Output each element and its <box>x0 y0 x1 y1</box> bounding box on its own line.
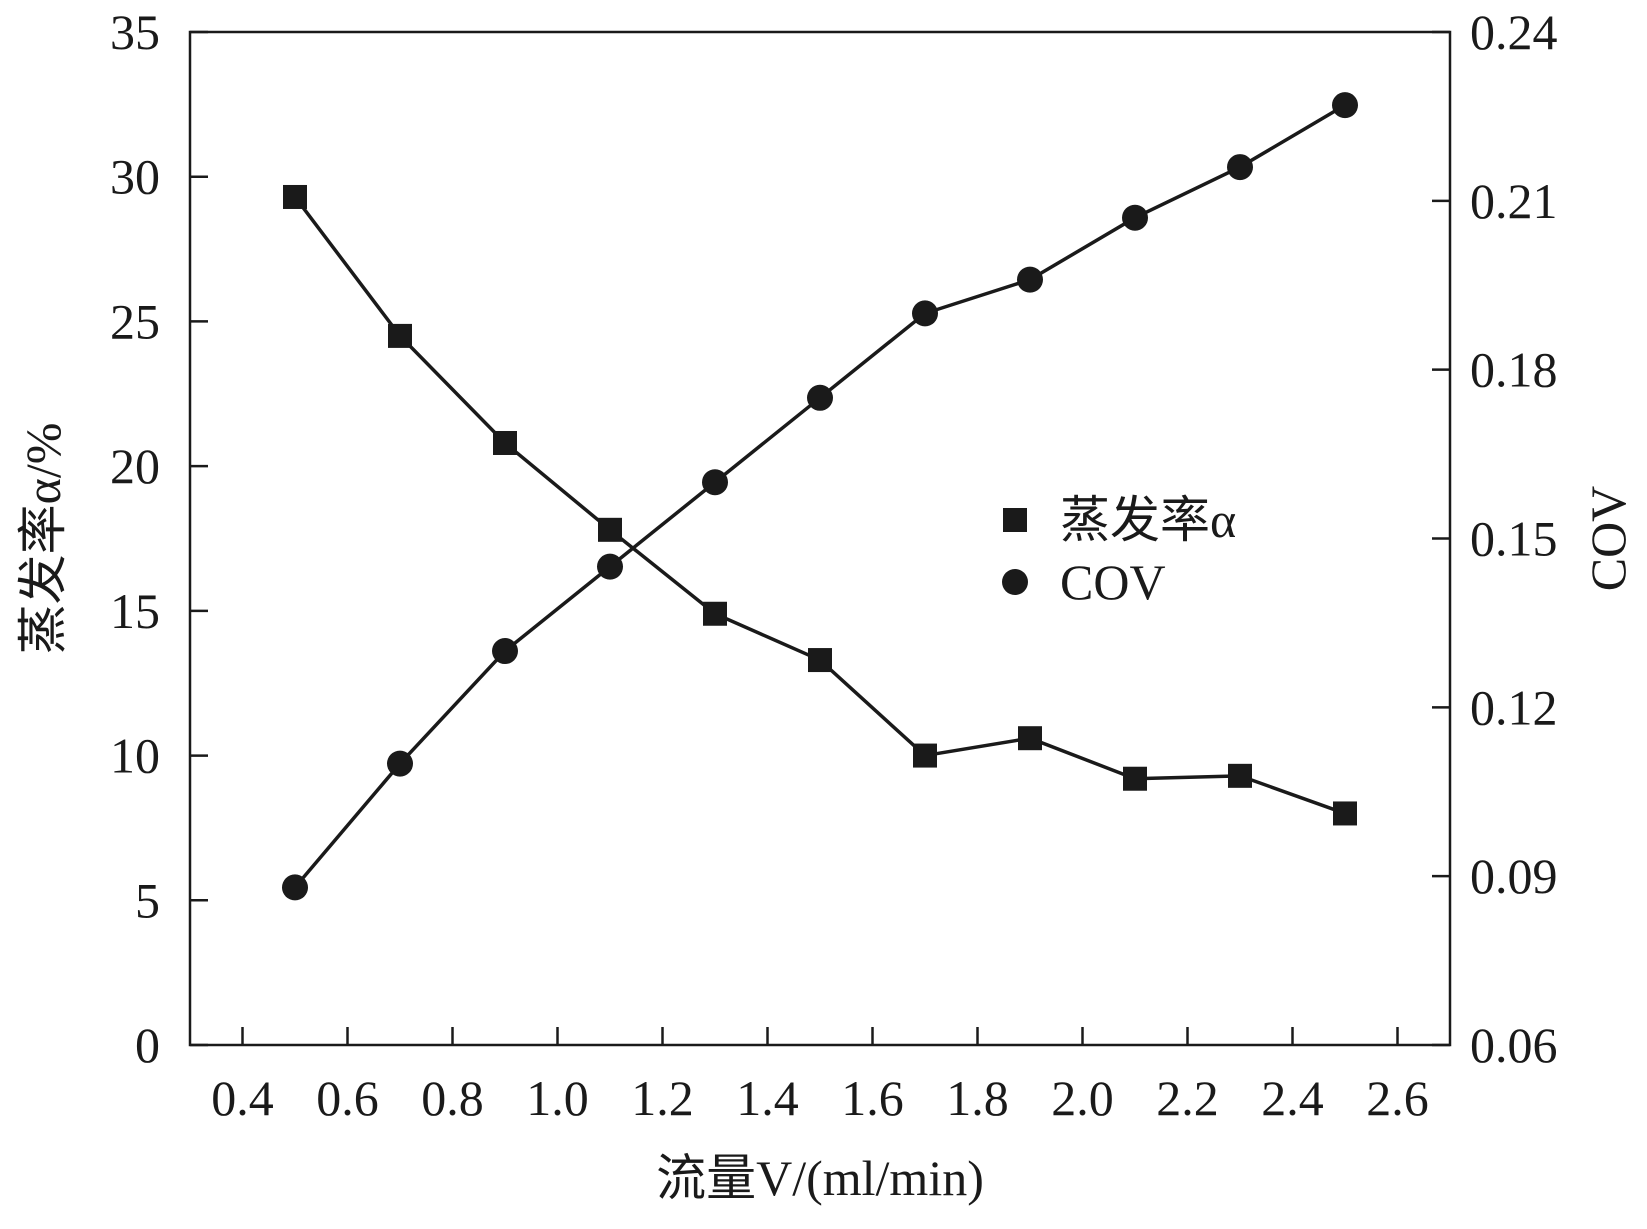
x-tick-label: 1.2 <box>631 1070 694 1126</box>
y-right-tick-label: 0.18 <box>1470 342 1558 398</box>
y-left-tick-label: 35 <box>110 4 160 60</box>
y-right-tick-label: 0.09 <box>1470 848 1558 904</box>
y-right-tick-label: 0.21 <box>1470 173 1558 229</box>
y-left-tick-label: 30 <box>110 149 160 205</box>
cov-point <box>597 553 623 580</box>
cov-point <box>282 874 308 901</box>
x-tick-label: 0.6 <box>316 1070 379 1126</box>
axis-titles: 流量V/(ml/min) 蒸发率α/% COV <box>15 423 1636 1206</box>
x-tick-label: 1.0 <box>526 1070 589 1126</box>
y-left-tick-label: 0 <box>135 1017 160 1073</box>
evaporation-rate-point <box>283 184 307 209</box>
legend-circle-marker <box>1002 569 1028 595</box>
cov-point <box>1122 204 1148 231</box>
evaporation-rate-point <box>388 323 412 348</box>
y-left-tick-label: 20 <box>110 438 160 494</box>
axes-group <box>188 30 1452 1047</box>
evaporation-rate-point <box>1333 801 1357 826</box>
x-tick-label: 2.6 <box>1366 1070 1429 1126</box>
y-right-tick-label: 0.24 <box>1470 4 1558 60</box>
x-tick-label: 2.4 <box>1261 1070 1324 1126</box>
evaporation-rate-point <box>1018 726 1042 751</box>
x-tick-label: 0.8 <box>421 1070 484 1126</box>
evaporation-rate-point <box>913 743 937 768</box>
cov-point <box>1332 92 1358 119</box>
cov-point <box>492 638 518 665</box>
legend: 蒸发率α COV <box>1002 492 1236 610</box>
legend-label: COV <box>1060 554 1166 610</box>
y-left-axis-title: 蒸发率α/% <box>15 423 71 655</box>
y-right-tick-label: 0.12 <box>1470 679 1558 735</box>
evaporation-rate-point <box>1228 763 1252 788</box>
x-axis-title: 流量V/(ml/min) <box>656 1150 984 1206</box>
ticks-group: 0.4 0.6 0.8 1.0 1.2 1.4 1.6 1.8 2.0 2.2 2.4 2.6 0 5 10… <box>110 4 1558 1126</box>
legend-square-marker <box>1003 508 1027 532</box>
x-tick-label: 1.8 <box>946 1070 1009 1126</box>
x-tick-label: 1.4 <box>736 1070 799 1126</box>
x-tick-label: 1.6 <box>841 1070 904 1126</box>
evaporation-rate-point <box>1123 766 1147 791</box>
cov-point <box>387 750 413 777</box>
y-left-tick-label: 10 <box>110 728 160 784</box>
cov-point <box>1227 154 1253 181</box>
cov-point <box>1017 266 1043 293</box>
x-tick-label: 2.2 <box>1156 1070 1219 1126</box>
cov-point <box>912 300 938 327</box>
y-left-tick-label: 25 <box>110 293 160 349</box>
cov-point <box>807 384 833 411</box>
evaporation-rate-point <box>808 648 832 673</box>
y-right-tick-label: 0.15 <box>1470 511 1558 567</box>
y-left-tick-label: 15 <box>110 583 160 639</box>
y-left-tick-label: 5 <box>135 872 160 928</box>
x-tick-label: 0.4 <box>211 1070 274 1126</box>
legend-label: 蒸发率α <box>1060 492 1236 548</box>
x-tick-label: 2.0 <box>1051 1070 1114 1126</box>
y-right-axis-title: COV <box>1580 486 1636 592</box>
evaporation-rate-point <box>703 601 727 626</box>
y-right-tick-label: 0.06 <box>1470 1017 1558 1073</box>
series-group <box>282 92 1358 901</box>
plot-frame <box>188 30 1452 1047</box>
evaporation-rate-point <box>493 430 517 455</box>
evaporation-rate-point <box>598 517 622 542</box>
cov-point <box>702 469 728 496</box>
